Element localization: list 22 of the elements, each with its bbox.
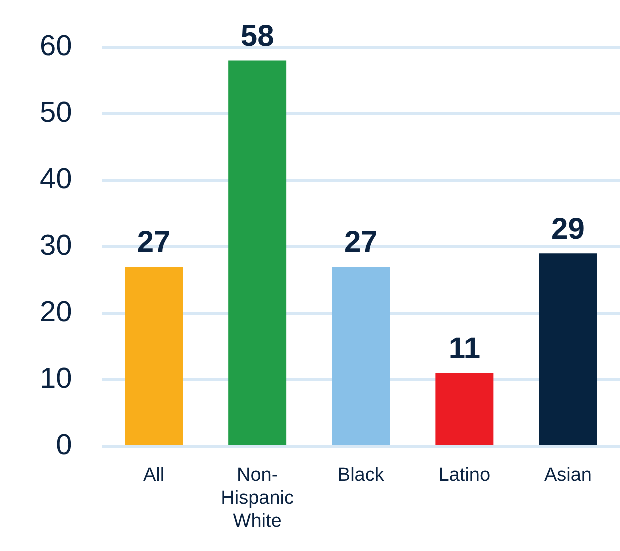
- bar: [332, 266, 390, 446]
- y-tick-label: 30: [40, 230, 72, 262]
- x-tick-label: Asian: [544, 465, 592, 486]
- y-tick-label: 50: [40, 96, 72, 129]
- y-tick-label: 20: [40, 296, 72, 329]
- bar: [539, 254, 598, 446]
- x-tick-label: All: [143, 465, 165, 486]
- x-tick-label: Black: [338, 465, 385, 486]
- y-tick-label: 10: [40, 363, 72, 396]
- data-label: 27: [137, 226, 171, 260]
- x-tick-label: Latino: [438, 465, 491, 486]
- y-tick-label: 0: [56, 430, 72, 462]
- data-label: 29: [552, 212, 585, 246]
- bar: [436, 373, 494, 446]
- y-tick-label: 40: [40, 163, 72, 196]
- bar: [228, 60, 287, 446]
- data-label: 58: [240, 20, 274, 53]
- y-tick-label: 60: [40, 30, 72, 62]
- data-label: 11: [448, 332, 481, 366]
- x-tick-label: Non-Hispanic White: [221, 465, 294, 532]
- data-label: 27: [344, 226, 378, 260]
- bar: [125, 266, 184, 446]
